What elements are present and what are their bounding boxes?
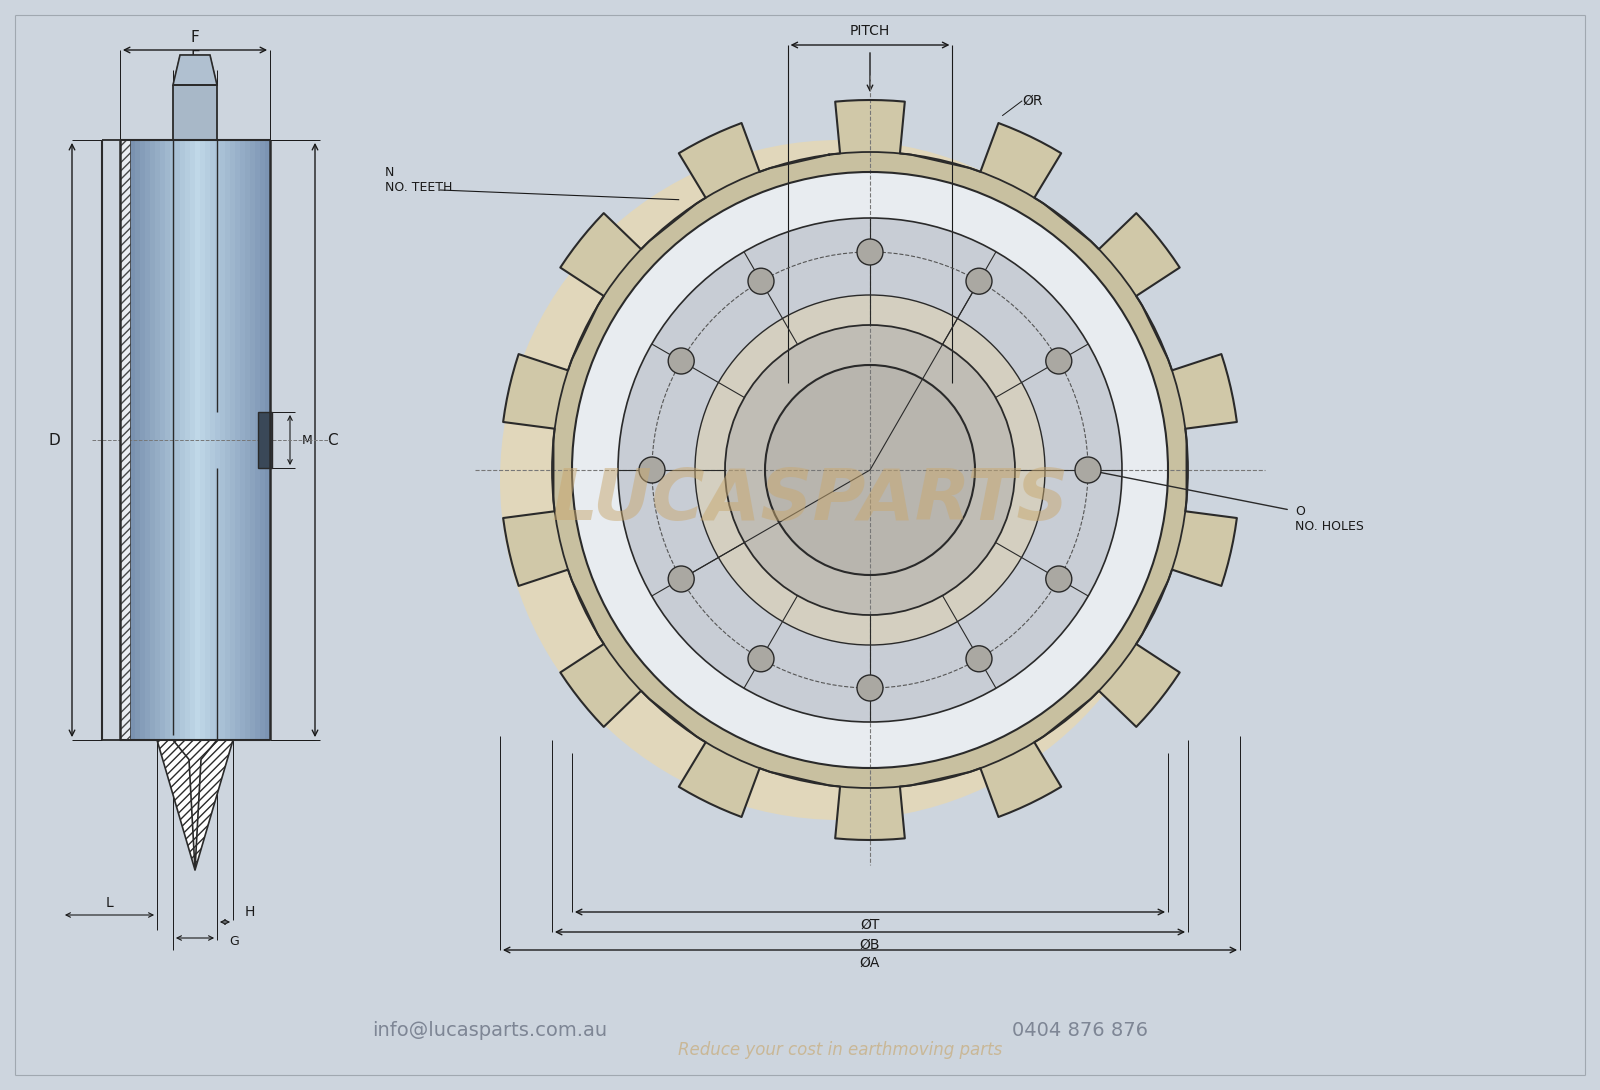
Bar (200, 140, 205, 740)
Circle shape (858, 239, 883, 265)
Bar (245, 140, 250, 740)
Text: info@lucasparts.com.au: info@lucasparts.com.au (373, 1020, 608, 1040)
Polygon shape (173, 54, 218, 85)
Polygon shape (502, 100, 1237, 840)
Polygon shape (173, 54, 218, 85)
Bar (186, 140, 190, 740)
Bar (226, 140, 230, 740)
Bar (195, 140, 200, 740)
Circle shape (966, 645, 992, 671)
Bar (146, 140, 150, 740)
Bar (150, 140, 155, 740)
Bar (190, 140, 195, 740)
Text: G: G (229, 934, 238, 947)
Bar (130, 140, 134, 740)
Bar (230, 140, 235, 740)
Text: D: D (48, 433, 61, 448)
Bar (134, 140, 141, 740)
Text: C: C (326, 433, 338, 448)
Circle shape (966, 268, 992, 294)
Text: PITCH: PITCH (850, 24, 890, 38)
Circle shape (1075, 457, 1101, 483)
Bar (181, 140, 186, 740)
Text: F: F (190, 29, 200, 45)
Text: N
NO. TEETH: N NO. TEETH (386, 166, 453, 194)
Bar (210, 140, 214, 740)
Bar (174, 140, 181, 740)
Bar (165, 140, 170, 740)
Text: M: M (302, 434, 312, 447)
Circle shape (669, 348, 694, 374)
Text: ØT: ØT (861, 918, 880, 932)
Text: H: H (245, 905, 256, 919)
Circle shape (765, 365, 974, 576)
Text: ØB: ØB (859, 938, 880, 952)
Bar (235, 140, 240, 740)
Circle shape (1046, 566, 1072, 592)
Polygon shape (157, 740, 234, 870)
Circle shape (725, 325, 1014, 615)
Text: O
NO. HOLES: O NO. HOLES (1294, 505, 1363, 533)
Text: ØR: ØR (1022, 94, 1043, 108)
Bar (250, 140, 254, 740)
Circle shape (618, 218, 1122, 722)
Circle shape (694, 295, 1045, 645)
Bar (240, 140, 245, 740)
Text: LUCASPARTS: LUCASPARTS (552, 465, 1069, 534)
Bar (125, 140, 130, 740)
Bar (261, 140, 266, 740)
Bar (258, 412, 272, 468)
Circle shape (638, 457, 666, 483)
Circle shape (573, 172, 1168, 768)
Text: L: L (106, 896, 114, 910)
Bar (160, 140, 165, 740)
Circle shape (858, 675, 883, 701)
Circle shape (669, 566, 694, 592)
Text: ØA: ØA (859, 956, 880, 970)
Bar (120, 140, 125, 740)
Bar (221, 140, 226, 740)
Circle shape (749, 645, 774, 671)
Bar (173, 85, 218, 140)
Bar (214, 140, 221, 740)
Bar (155, 140, 160, 740)
Bar (120, 140, 130, 740)
Bar (170, 140, 174, 740)
Bar (266, 140, 270, 740)
Circle shape (552, 152, 1187, 788)
Text: E: E (190, 49, 200, 64)
Bar (254, 140, 261, 740)
Text: 0404 876 876: 0404 876 876 (1013, 1020, 1149, 1040)
Circle shape (749, 268, 774, 294)
Circle shape (1046, 348, 1072, 374)
Bar (205, 140, 210, 740)
Text: Reduce your cost in earthmoving parts: Reduce your cost in earthmoving parts (678, 1041, 1002, 1059)
Circle shape (501, 140, 1181, 820)
Bar (141, 140, 146, 740)
